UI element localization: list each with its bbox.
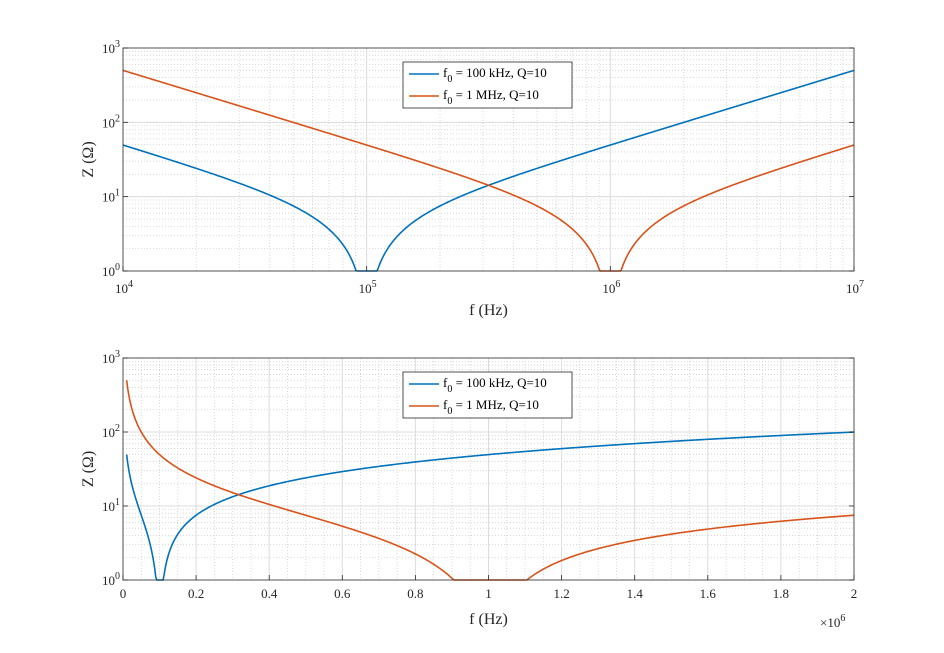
x-tick-label-exponent: 6 (615, 279, 620, 290)
legend-label-subscript: 0 (447, 74, 452, 85)
x-tick-label: 1.8 (773, 586, 789, 601)
x-tick-label: 105 (359, 279, 377, 296)
y-axis-label: Z (Ω) (80, 451, 97, 487)
legend-label-base: f (443, 87, 448, 102)
x-exponent-prefix: × (820, 615, 827, 630)
legend-label-base: f (443, 397, 448, 412)
legend-label-2: f0 = 1 MHz, Q=10 (443, 87, 539, 107)
x-tick-label: 104 (115, 279, 133, 296)
x-tick-label: 2 (851, 586, 858, 601)
x-tick-label: 1.2 (553, 586, 569, 601)
x-tick-label: 1.6 (700, 586, 717, 601)
y-tick-label-exponent: 0 (115, 262, 120, 273)
y-tick-label: 103 (102, 349, 120, 366)
x-tick-label-exponent: 5 (372, 279, 377, 290)
y-tick-label-base: 10 (102, 573, 115, 588)
x-tick-label: 0.4 (261, 586, 278, 601)
x-tick-label: 0 (120, 586, 127, 601)
y-tick-label-exponent: 0 (115, 571, 120, 582)
y-tick-label: 102 (102, 113, 120, 130)
y-tick-label: 100 (102, 262, 120, 279)
x-tick-label: 106 (602, 279, 620, 296)
legend-label-2: f0 = 1 MHz, Q=10 (443, 397, 539, 417)
y-tick-label-base: 10 (102, 499, 115, 514)
x-axis-label: f (Hz) (469, 302, 508, 319)
x-tick-label-base: 10 (602, 281, 615, 296)
x-tick-labels: 0 0.2 0.4 0.6 0.8 1 1.2 1.4 1.6 1.8 2 (120, 586, 858, 601)
legend-label-rest: = 100 kHz, Q=10 (452, 65, 546, 80)
grid (123, 48, 854, 271)
legend-box (402, 371, 573, 419)
y-tick-label: 101 (102, 497, 120, 514)
x-tick-labels: 104 105 106 107 (115, 279, 864, 296)
y-tick-label: 100 (102, 571, 120, 588)
y-tick-label-exponent: 2 (115, 113, 120, 124)
y-tick-label-base: 10 (102, 425, 115, 440)
legend-label-rest: = 1 MHz, Q=10 (452, 397, 539, 412)
legend-label-base: f (443, 65, 448, 80)
x-tick-label-exponent: 7 (859, 279, 864, 290)
y-tick-label-base: 10 (102, 264, 115, 279)
y-tick-label-exponent: 1 (115, 497, 120, 508)
x-tick-label-base: 10 (846, 281, 859, 296)
y-tick-label: 102 (102, 423, 120, 440)
y-tick-label-base: 10 (102, 41, 115, 56)
legend-box (402, 61, 573, 109)
legend-label-subscript: 0 (447, 406, 452, 417)
legend-label-1: f0 = 100 kHz, Q=10 (443, 375, 547, 395)
x-tick-label: 1 (485, 586, 492, 601)
legend-label-1: f0 = 100 kHz, Q=10 (443, 65, 547, 85)
x-exponent-base: 10 (827, 615, 840, 630)
axes-box (122, 47, 855, 272)
y-tick-label-exponent: 2 (115, 423, 120, 434)
y-tick-label-exponent: 1 (115, 188, 120, 199)
y-tick-label-base: 10 (102, 190, 115, 205)
legend-label-rest: = 1 MHz, Q=10 (452, 87, 539, 102)
series-line-1 (125, 431, 855, 581)
series-line-2 (122, 69, 855, 272)
x-tick-label: 0.8 (407, 586, 423, 601)
legend-label-rest: = 100 kHz, Q=10 (452, 375, 546, 390)
series-lines (122, 69, 855, 272)
tick-marks (122, 357, 855, 581)
legend-label-base: f (443, 375, 448, 390)
x-tick-label: 107 (846, 279, 864, 296)
x-tick-label: 0.6 (334, 586, 351, 601)
y-tick-label-base: 10 (102, 351, 115, 366)
x-tick-label-exponent: 4 (128, 279, 133, 290)
legend-label-subscript: 0 (447, 96, 452, 107)
x-tick-label: 0.2 (188, 586, 204, 601)
x-exponent-label: ×106 (820, 613, 845, 630)
y-tick-label-base: 10 (102, 115, 115, 130)
y-axis-label: Z (Ω) (80, 141, 97, 177)
legend-label-subscript: 0 (447, 384, 452, 395)
x-tick-label-base: 10 (359, 281, 372, 296)
y-tick-label-exponent: 3 (115, 349, 120, 360)
x-axis-label: f (Hz) (469, 611, 508, 628)
y-tick-label: 103 (102, 39, 120, 56)
tick-marks (122, 47, 855, 272)
x-tick-label-base: 10 (115, 281, 128, 296)
x-tick-label: 1.4 (627, 586, 644, 601)
y-tick-label: 101 (102, 188, 120, 205)
x-exponent-power: 6 (840, 613, 845, 624)
y-tick-label-exponent: 3 (115, 39, 120, 50)
